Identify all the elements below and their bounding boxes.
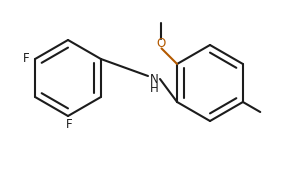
Text: N: N bbox=[150, 73, 158, 86]
Text: F: F bbox=[66, 118, 72, 131]
Text: O: O bbox=[156, 37, 165, 50]
Text: H: H bbox=[150, 82, 158, 95]
Text: F: F bbox=[23, 52, 30, 65]
